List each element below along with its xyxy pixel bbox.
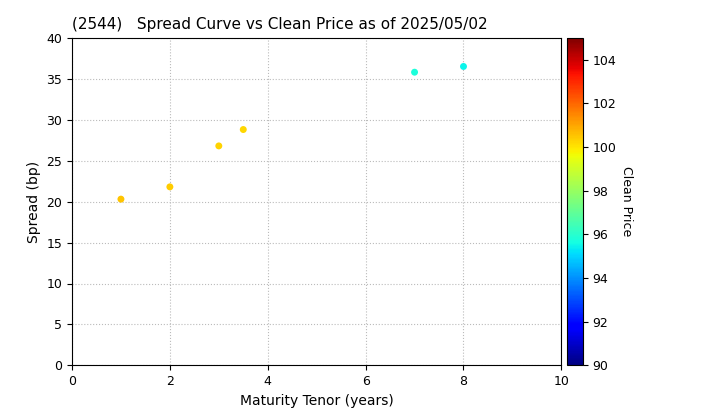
Point (115, 196, 127, 202)
Y-axis label: Spread (bp): Spread (bp) (27, 160, 41, 243)
Point (164, 184, 176, 190)
Point (238, 126, 249, 133)
Text: (2544)   Spread Curve vs Clean Price as of 2025/05/02: (2544) Spread Curve vs Clean Price as of… (72, 18, 487, 32)
X-axis label: Maturity Tenor (years): Maturity Tenor (years) (240, 394, 394, 408)
Y-axis label: Clean Price: Clean Price (620, 166, 633, 237)
Point (409, 69, 420, 76)
Point (458, 63, 469, 70)
Point (213, 142, 225, 149)
